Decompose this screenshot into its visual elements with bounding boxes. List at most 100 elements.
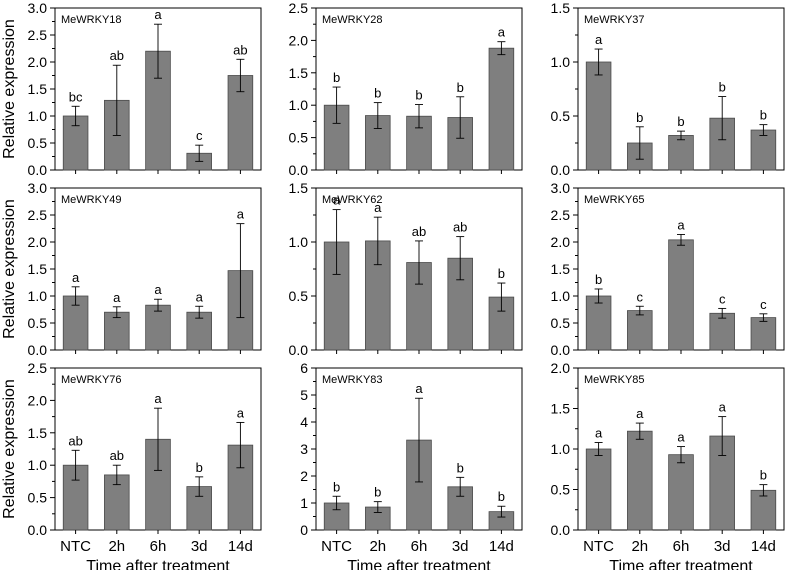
y-tick-label: 0.0 xyxy=(551,162,571,178)
y-tick-label: 4 xyxy=(300,414,308,430)
bar xyxy=(585,448,612,531)
significance-label: ab xyxy=(110,448,124,463)
significance-label: ab xyxy=(68,433,82,448)
significance-label: b xyxy=(636,110,643,125)
y-tick-label: 0.5 xyxy=(28,135,48,151)
significance-label: a xyxy=(196,289,204,304)
significance-label: a xyxy=(415,381,423,396)
significance-label: a xyxy=(677,430,685,445)
bar xyxy=(750,489,777,531)
significance-label: ab xyxy=(233,42,247,57)
chart-panel: 0.0 0.5 1.0 1.5 2.0 2.5 3.0 MeWRKY18 bc ab a c ab xyxy=(28,0,262,178)
chart-panel: 0.0 0.5 1.0 1.5 2.0 2.5 3.0 MeWRKY65 b c a c c xyxy=(551,180,785,358)
significance-label: a xyxy=(237,207,245,222)
significance-label: b xyxy=(333,70,340,85)
chart-panel: 0.0 0.5 1.0 1.5 MeWRKY37 a b b b b xyxy=(551,0,785,178)
significance-label: ab xyxy=(412,224,426,239)
x-tick-label: 2h xyxy=(369,538,386,555)
significance-label: b xyxy=(498,266,505,281)
y-tick-label: 1.0 xyxy=(28,108,48,124)
y-tick-label: 3.0 xyxy=(551,180,571,196)
panel-title: MeWRKY49 xyxy=(61,194,122,206)
panel-title: MeWRKY83 xyxy=(322,374,383,386)
significance-label: a xyxy=(498,25,506,40)
significance-label: a xyxy=(154,7,162,22)
y-tick-label: 2.5 xyxy=(289,0,309,16)
y-tick-label: 0.5 xyxy=(28,315,48,331)
significance-label: c xyxy=(196,128,203,143)
chart-panel: 0.0 0.5 1.0 1.5 2.0 2.5 3.0 MeWRKY49 a a a a a xyxy=(28,180,262,358)
x-tick-label: 3d xyxy=(191,538,208,555)
x-tick-label: NTC xyxy=(321,538,352,555)
y-tick-label: 5 xyxy=(300,387,308,403)
y-tick-label: 2.5 xyxy=(28,360,48,376)
bar xyxy=(585,295,612,351)
significance-label: b xyxy=(719,80,726,95)
y-tick-label: 0.0 xyxy=(289,162,309,178)
y-axis-title: Relative expression xyxy=(1,379,18,519)
significance-label: b xyxy=(760,468,767,483)
y-tick-label: 0.0 xyxy=(28,162,48,178)
x-tick-label: 3d xyxy=(714,538,731,555)
y-tick-label: 1.0 xyxy=(28,288,48,304)
y-tick-label: 1.0 xyxy=(551,288,571,304)
y-tick-label: 1 xyxy=(300,495,308,511)
y-axis-title: Relative expression xyxy=(1,19,18,159)
significance-label: b xyxy=(374,86,381,101)
bar xyxy=(750,129,777,171)
y-tick-label: 1.5 xyxy=(28,425,48,441)
x-tick-label: 2h xyxy=(631,538,648,555)
y-tick-label: 1.0 xyxy=(289,97,309,113)
y-tick-label: 1.5 xyxy=(28,261,48,277)
panel-title: MeWRKY28 xyxy=(322,14,383,26)
significance-label: b xyxy=(760,108,767,123)
y-tick-label: 0.0 xyxy=(551,522,571,538)
significance-label: bc xyxy=(69,89,83,104)
y-axis-title: Relative expression xyxy=(1,199,18,339)
x-tick-label: 14d xyxy=(751,538,776,555)
y-tick-label: 1.0 xyxy=(551,441,571,457)
significance-label: ab xyxy=(453,220,467,235)
significance-label: b xyxy=(457,460,464,475)
y-tick-label: 0.0 xyxy=(28,342,48,358)
y-tick-label: 2.5 xyxy=(551,207,571,223)
y-tick-label: 1.0 xyxy=(289,234,309,250)
y-tick-label: 3.0 xyxy=(28,180,48,196)
y-tick-label: 2.0 xyxy=(289,32,309,48)
y-tick-label: 1.0 xyxy=(28,457,48,473)
panel-title: MeWRKY65 xyxy=(584,194,645,206)
x-tick-label: 6h xyxy=(150,538,167,555)
significance-label: b xyxy=(677,114,684,129)
significance-label: a xyxy=(113,290,121,305)
bar xyxy=(627,430,653,531)
x-axis-title: Time after treatment xyxy=(347,558,491,570)
y-tick-label: 2.0 xyxy=(28,234,48,250)
significance-label: a xyxy=(719,400,727,415)
chart-panel: 0 1 2 3 4 5 6 MeWRKY83 b NTC b 2h a 6h b 3d b 14d Time aft… xyxy=(300,360,523,575)
bar xyxy=(488,47,515,171)
chart-panel: 0.0 0.5 1.0 1.5 2.0 2.5 MeWRKY28 b b b b a xyxy=(289,0,523,178)
y-tick-label: 0.5 xyxy=(289,130,309,146)
x-tick-label: 6h xyxy=(673,538,690,555)
significance-label: a xyxy=(374,200,382,215)
bar xyxy=(627,310,653,351)
bar xyxy=(585,61,612,171)
chart-panel: 0.0 0.5 1.0 1.5 2.0 MeWRKY85 a NTC a 2h a 6h a 3d b 14d… xyxy=(551,360,785,575)
significance-label: b xyxy=(415,88,422,103)
panel-title: MeWRKY18 xyxy=(61,14,122,26)
x-tick-label: 2h xyxy=(108,538,125,555)
significance-label: a xyxy=(237,405,245,420)
significance-label: a xyxy=(154,282,162,297)
significance-label: c xyxy=(719,291,726,306)
bar xyxy=(750,317,777,351)
y-tick-label: 2.0 xyxy=(28,54,48,70)
y-tick-label: 1.5 xyxy=(289,65,309,81)
significance-label: ab xyxy=(110,48,124,63)
bar xyxy=(668,135,694,171)
x-tick-label: 14d xyxy=(228,538,253,555)
significance-label: a xyxy=(72,270,80,285)
y-tick-label: 2 xyxy=(300,468,308,484)
y-tick-label: 2.0 xyxy=(28,392,48,408)
